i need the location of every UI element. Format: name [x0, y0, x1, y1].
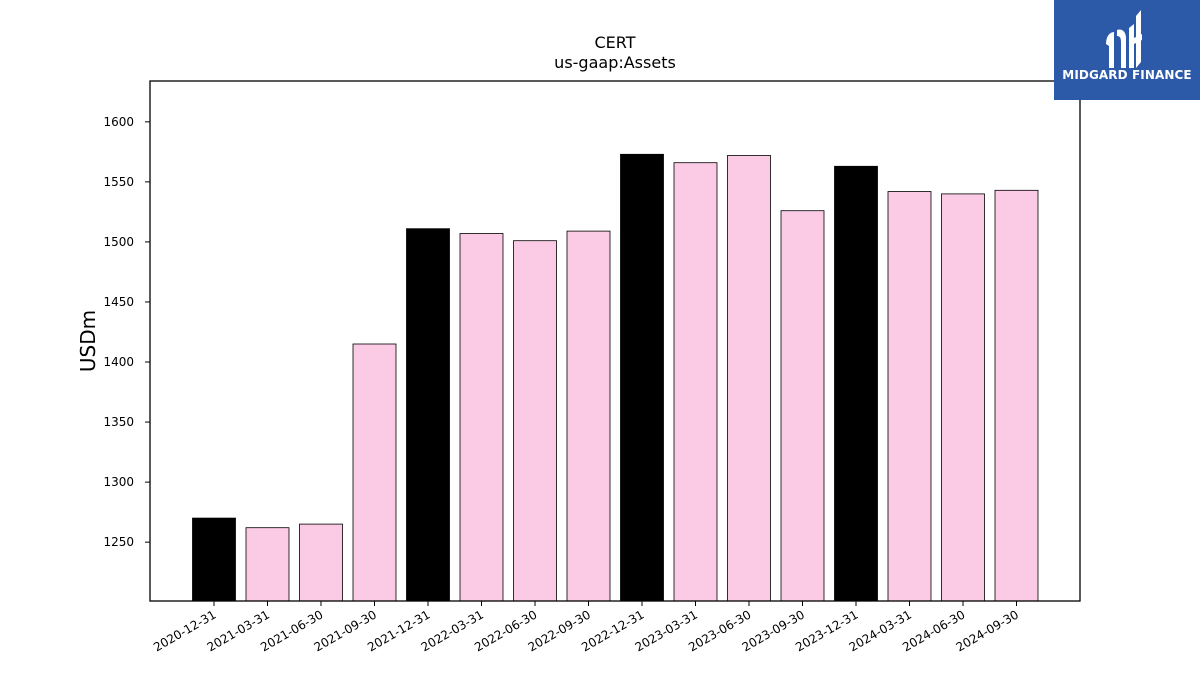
y-tick-label: 1350 — [103, 415, 134, 429]
y-tick-label: 1300 — [103, 475, 134, 489]
bars-group — [192, 153, 1039, 602]
bar-2023-12-31 — [834, 165, 878, 602]
bar-2021-06-30 — [299, 523, 343, 602]
y-axis-label: USDm — [76, 310, 100, 372]
x-axis-ticks: 2020-12-312021-03-312021-06-302021-09-30… — [151, 601, 1021, 654]
bar-2022-09-30 — [566, 230, 611, 602]
bar-2022-06-30 — [513, 240, 557, 602]
y-tick-label: 1600 — [103, 115, 134, 129]
bar-2021-12-31 — [406, 228, 450, 602]
bar-2023-09-30 — [780, 210, 825, 602]
bar-2024-09-30 — [994, 189, 1039, 602]
brand-logo: MIDGARD FINANCE — [1054, 0, 1200, 100]
bar-2024-03-31 — [887, 191, 932, 602]
chart-subtitle: us-gaap:Assets — [554, 53, 676, 72]
y-tick-label: 1250 — [103, 535, 134, 549]
y-tick-label: 1450 — [103, 295, 134, 309]
y-axis-ticks: 1250 1300 1350 1400 1450 1500 1550 1600 — [103, 115, 150, 549]
bar-2024-06-30 — [941, 193, 985, 602]
bar-2023-03-31 — [673, 162, 718, 602]
chart-title: CERT — [594, 33, 635, 52]
logo-text: MIDGARD FINANCE — [1062, 68, 1192, 82]
midgard-logo-icon — [1106, 10, 1142, 68]
y-tick-label: 1400 — [103, 355, 134, 369]
bar-2021-03-31 — [245, 527, 290, 602]
y-tick-label: 1550 — [103, 175, 134, 189]
bar-2021-09-30 — [352, 343, 397, 602]
y-tick-label: 1500 — [103, 235, 134, 249]
bar-2023-06-30 — [727, 155, 771, 602]
bar-2022-03-31 — [459, 233, 504, 602]
bar-2020-12-31 — [192, 517, 236, 602]
plot-frame — [149, 80, 1081, 602]
bar-2022-12-31 — [620, 153, 664, 602]
